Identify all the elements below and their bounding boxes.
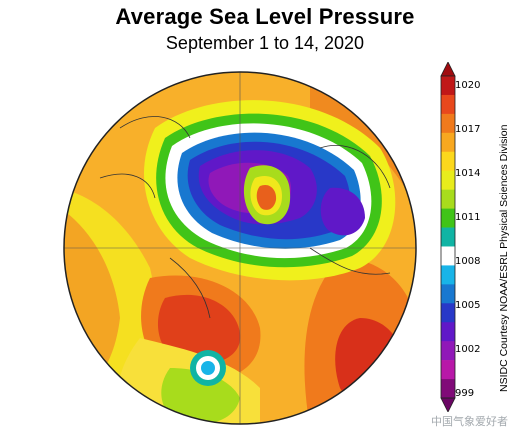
map-subtitle: September 1 to 14, 2020 bbox=[165, 33, 365, 53]
colorbar-segment bbox=[441, 379, 455, 399]
watermark: 中国气象爱好者 bbox=[431, 415, 508, 428]
coastlines bbox=[99, 116, 391, 319]
colorbar-tick-1017: 1017 bbox=[455, 124, 481, 135]
colorbar-tick-1011: 1011 bbox=[455, 212, 481, 223]
colorbar-segment bbox=[441, 132, 455, 153]
colorbar-segment bbox=[441, 170, 455, 190]
credit-text: NSIDC Courtesy NOAA/ESRL Physical Scienc… bbox=[498, 124, 510, 392]
colorbar-segment bbox=[441, 265, 455, 285]
field-red-low bbox=[157, 294, 241, 365]
pressure-map bbox=[60, 68, 420, 428]
colorbar-tick-1008: 1008 bbox=[455, 256, 481, 267]
colorbar-tick-1020: 1020 bbox=[455, 80, 481, 91]
colorbar-segment bbox=[441, 208, 455, 228]
map-title: Average Sea Level Pressure bbox=[115, 4, 415, 29]
colorbar-tick-1014: 1014 bbox=[455, 168, 481, 179]
colorbar-segment bbox=[441, 113, 455, 134]
colorbar-segment bbox=[441, 246, 455, 266]
secondary-low bbox=[320, 187, 365, 236]
field-green-bottom bbox=[161, 368, 240, 424]
colorbar-arrow-top bbox=[440, 62, 456, 77]
colorbar-segment bbox=[441, 94, 455, 115]
pacific-low bbox=[201, 361, 215, 375]
map-border bbox=[63, 71, 417, 425]
pressure-field bbox=[64, 72, 416, 424]
colorbar-segment bbox=[441, 76, 455, 96]
colorbar-arrow-bottom bbox=[440, 397, 456, 412]
colorbar-segment bbox=[441, 284, 455, 304]
colorbar-segment bbox=[441, 227, 455, 247]
colorbar-segment bbox=[441, 360, 455, 380]
polar-map-svg bbox=[63, 71, 417, 425]
colorbar-tick-1002: 1002 bbox=[455, 344, 481, 355]
pressure-colorbar bbox=[440, 62, 456, 412]
colorbar-segment bbox=[441, 189, 455, 209]
colorbar-segment bbox=[441, 322, 455, 342]
colorbar-tick-1005: 1005 bbox=[455, 300, 481, 311]
colorbar-segment bbox=[441, 303, 455, 323]
colorbar-tick-999: 999 bbox=[455, 388, 475, 399]
colorbar-segment bbox=[441, 151, 455, 172]
greenland-high bbox=[256, 184, 277, 210]
colorbar-frame bbox=[440, 75, 456, 399]
colorbar-segment bbox=[441, 341, 455, 361]
